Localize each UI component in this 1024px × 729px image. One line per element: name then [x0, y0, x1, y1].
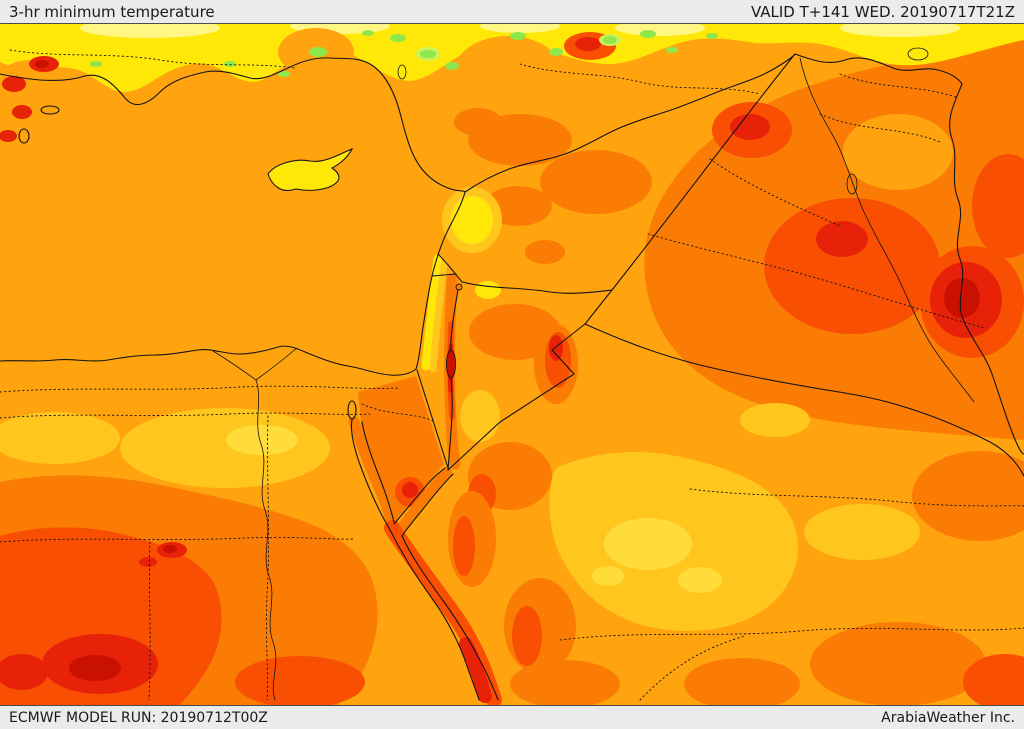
temperature-map-svg [0, 24, 1024, 705]
temperature-field-layer [0, 24, 1024, 705]
map-area [0, 24, 1024, 705]
model-run-label: ECMWF MODEL RUN: 20190712T00Z [9, 709, 268, 726]
brand-label: ArabiaWeather Inc. [881, 709, 1015, 726]
admin-boundary-dotted-layer [0, 49, 1024, 701]
footer-bar: ECMWF MODEL RUN: 20190712T00Z ArabiaWeat… [0, 705, 1024, 729]
country-border-layer [416, 53, 1024, 477]
rivers-and-lakes-layer [212, 47, 975, 701]
header-bar: 3-hr minimum temperature VALID T+141 WED… [0, 0, 1024, 24]
coastline-layer [0, 57, 499, 701]
chart-title: 3-hr minimum temperature [9, 2, 215, 21]
valid-time-label: VALID T+141 WED. 20190717T21Z [750, 2, 1015, 21]
